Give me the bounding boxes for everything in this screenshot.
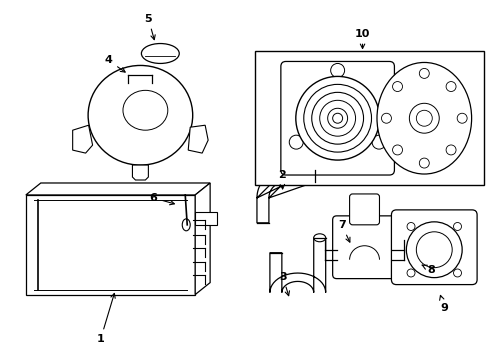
Ellipse shape [401, 241, 427, 275]
FancyBboxPatch shape [392, 210, 477, 285]
Ellipse shape [314, 234, 326, 242]
Circle shape [331, 63, 344, 77]
Circle shape [446, 145, 456, 155]
Polygon shape [195, 183, 210, 294]
Bar [255, 50, 484, 185]
Text: 10: 10 [355, 28, 370, 49]
Circle shape [419, 158, 429, 168]
Circle shape [454, 222, 462, 230]
Polygon shape [188, 125, 208, 153]
Circle shape [407, 269, 415, 277]
Ellipse shape [123, 90, 168, 130]
Ellipse shape [377, 62, 471, 174]
Ellipse shape [182, 219, 190, 231]
Polygon shape [257, 170, 315, 223]
Polygon shape [132, 165, 148, 180]
Circle shape [419, 68, 429, 78]
Circle shape [409, 103, 439, 133]
Text: 5: 5 [145, 14, 155, 40]
Ellipse shape [142, 44, 179, 63]
Ellipse shape [394, 233, 434, 283]
Circle shape [372, 135, 386, 149]
FancyBboxPatch shape [281, 62, 394, 175]
Circle shape [312, 92, 364, 144]
Ellipse shape [88, 66, 193, 165]
Circle shape [454, 269, 462, 277]
Text: 3: 3 [279, 272, 290, 296]
Circle shape [406, 222, 462, 278]
Polygon shape [195, 212, 217, 225]
Circle shape [407, 222, 415, 230]
Circle shape [382, 113, 392, 123]
Circle shape [304, 84, 371, 152]
Polygon shape [26, 183, 210, 195]
Circle shape [446, 82, 456, 91]
Circle shape [296, 76, 379, 160]
Polygon shape [270, 238, 326, 293]
Circle shape [328, 108, 347, 128]
FancyBboxPatch shape [349, 194, 379, 225]
Text: 9: 9 [440, 296, 448, 312]
Circle shape [457, 113, 467, 123]
Circle shape [333, 113, 343, 123]
Polygon shape [26, 195, 195, 294]
Circle shape [416, 232, 452, 268]
Text: 6: 6 [149, 193, 174, 205]
Circle shape [392, 145, 402, 155]
Text: 4: 4 [104, 55, 125, 72]
Text: 2: 2 [278, 170, 286, 189]
Text: 7: 7 [338, 220, 350, 242]
Polygon shape [73, 125, 93, 153]
Circle shape [416, 110, 432, 126]
Circle shape [319, 100, 356, 136]
Text: 8: 8 [422, 265, 435, 275]
Circle shape [289, 135, 303, 149]
Circle shape [392, 82, 402, 91]
Text: 1: 1 [97, 293, 115, 345]
FancyBboxPatch shape [333, 216, 396, 279]
